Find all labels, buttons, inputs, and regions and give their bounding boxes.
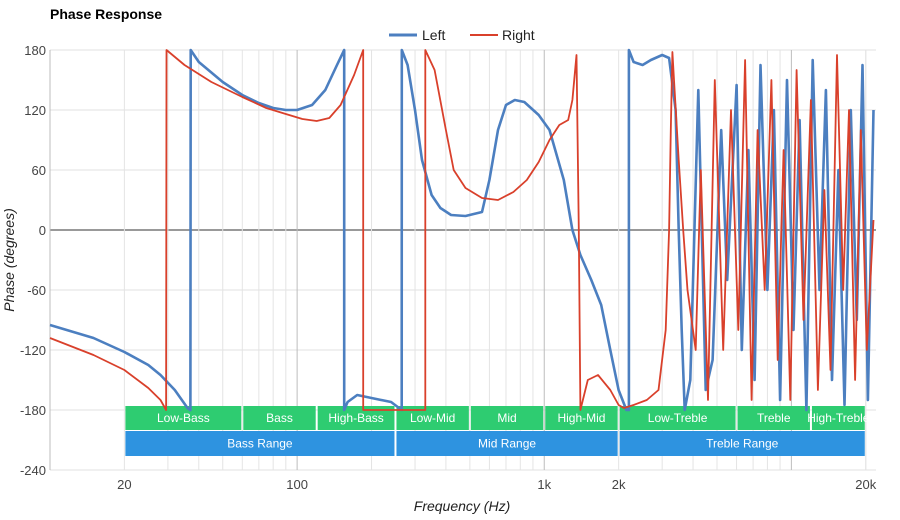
band-label: High-Mid [557, 411, 605, 425]
y-axis-label: Phase (degrees) [1, 208, 17, 312]
series-right-line [49, 49, 875, 411]
x-tick-label: 20k [855, 477, 876, 492]
band-label: High-Treble [807, 411, 870, 425]
y-tick-label: -60 [27, 283, 46, 298]
y-axis-ticks: 180 120 60 0 -60 -120 -180 -240 [20, 43, 46, 478]
x-axis-ticks: 20 100 1k 2k 20k [117, 477, 877, 492]
band-mid [470, 406, 544, 430]
chart-title: Phase Response [50, 6, 162, 22]
y-tick-label: 0 [39, 223, 46, 238]
x-tick-label: 100 [286, 477, 308, 492]
band-label: Mid [497, 411, 516, 425]
legend: Left Right [389, 27, 535, 43]
legend-label-left: Left [422, 27, 445, 43]
x-axis-label: Frequency (Hz) [414, 498, 510, 514]
x-tick-label: 1k [537, 477, 551, 492]
band-label: Treble Range [706, 437, 779, 451]
series-left-line [49, 48, 875, 412]
frequency-bands: Low-Bass Bass High-Bass Low-Mid Mid High-Mid L… [125, 406, 870, 456]
band-bass-range [125, 431, 395, 456]
band-label: Low-Bass [157, 411, 210, 425]
y-tick-label: 60 [32, 163, 46, 178]
band-treble-range [619, 431, 865, 456]
band-low-bass [125, 406, 242, 430]
legend-label-right: Right [502, 27, 535, 43]
x-tick-label: 20 [117, 477, 131, 492]
y-tick-label: -180 [20, 403, 46, 418]
band-label: Bass Range [227, 437, 293, 451]
band-label: Low-Treble [648, 411, 708, 425]
band-label: Low-Mid [410, 411, 455, 425]
band-label: Mid Range [478, 437, 536, 451]
band-low-treble [619, 406, 736, 430]
band-treble [737, 406, 810, 430]
grid-lines [49, 49, 876, 471]
series-lines [49, 48, 875, 412]
band-bass [243, 406, 316, 430]
band-label: Bass [266, 411, 293, 425]
band-mid-range [396, 431, 618, 456]
y-tick-label: -240 [20, 463, 46, 478]
y-tick-label: 120 [24, 103, 46, 118]
y-tick-label: 180 [24, 43, 46, 58]
band-high-mid [545, 406, 618, 430]
band-label: High-Bass [328, 411, 383, 425]
x-tick-label: 2k [612, 477, 626, 492]
band-label: Treble [757, 411, 791, 425]
y-tick-label: -120 [20, 343, 46, 358]
band-high-treble [811, 406, 865, 430]
